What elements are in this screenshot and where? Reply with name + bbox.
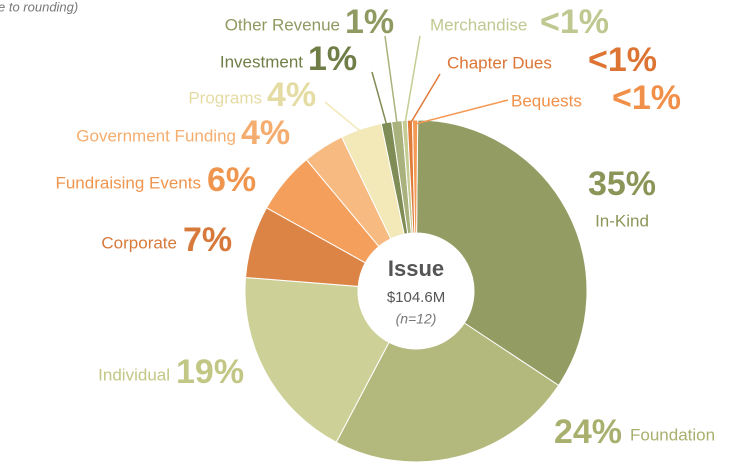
leader-line xyxy=(404,35,421,125)
value-label: 6% xyxy=(207,161,256,199)
slice-label: Chapter Dues xyxy=(447,53,552,72)
value-label: 24% xyxy=(554,413,622,451)
value-label: <1% xyxy=(540,3,609,41)
value-label: 1% xyxy=(345,3,394,41)
value-label: <1% xyxy=(612,79,681,117)
slice-label: Fundraising Events xyxy=(55,173,201,192)
slice xyxy=(416,119,588,387)
leader-line xyxy=(384,35,398,126)
leader-line xyxy=(409,73,441,125)
value-label: 1% xyxy=(308,40,357,78)
slices xyxy=(244,119,588,463)
donut-hole xyxy=(358,233,474,349)
slice-label: In-Kind xyxy=(595,211,649,230)
slice-label: Merchandise xyxy=(430,15,527,34)
note: e to rounding) xyxy=(0,0,78,14)
leader-line xyxy=(414,99,509,125)
slice-label: Programs xyxy=(188,88,262,107)
slice-label: Individual xyxy=(98,365,170,384)
value-label: 7% xyxy=(183,221,232,259)
slice-label: Government Funding xyxy=(76,126,236,145)
leader-line xyxy=(324,101,363,134)
slice-label: Other Revenue xyxy=(225,15,340,34)
slice-label: Foundation xyxy=(630,425,715,444)
center-note: (n=12) xyxy=(396,311,437,327)
leader-line xyxy=(371,71,388,127)
value-label: 4% xyxy=(241,114,290,152)
slice-label: Investment xyxy=(220,52,303,71)
slice-label: Corporate xyxy=(101,233,177,252)
value-label: <1% xyxy=(588,41,657,79)
slice-label: Bequests xyxy=(511,91,582,110)
value-label: 4% xyxy=(267,76,316,114)
center-value: $104.6M xyxy=(387,289,445,306)
value-label: 19% xyxy=(176,353,244,391)
value-label: 35% xyxy=(588,165,656,203)
center-title: Issue xyxy=(388,256,444,281)
